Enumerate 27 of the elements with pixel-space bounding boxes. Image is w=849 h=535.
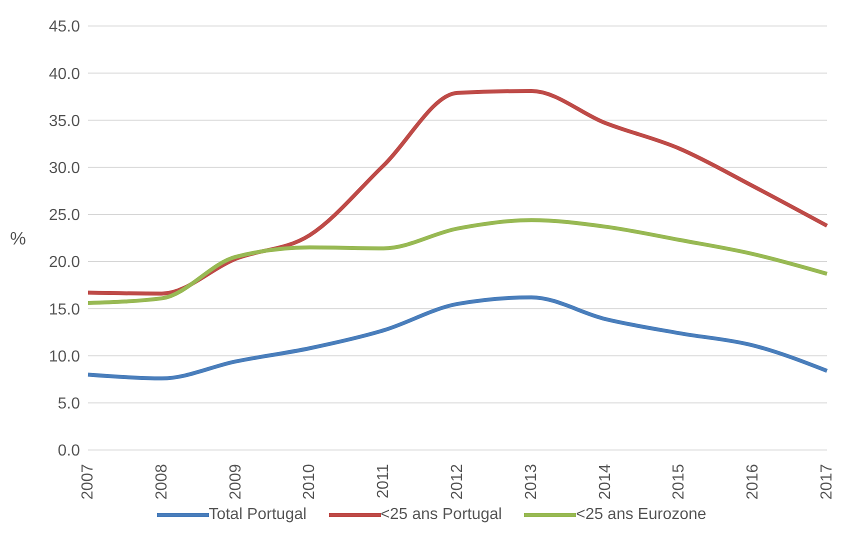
legend-label: <25 ans Eurozone	[576, 506, 706, 524]
y-tick-label: 15.0	[48, 301, 80, 318]
y-tick-label: 25.0	[48, 207, 80, 224]
y-tick-label: 5.0	[58, 396, 80, 413]
y-tick-label: 40.0	[48, 66, 80, 83]
line-series	[86, 295, 829, 380]
legend-label: <25 ans Portugal	[380, 506, 502, 524]
x-tick-label: 2012	[449, 464, 466, 500]
x-tick-label: 2017	[818, 464, 836, 500]
x-tick-label: 2008	[153, 464, 170, 500]
y-tick-label: 35.0	[48, 112, 80, 130]
x-tick-label: 2007	[80, 464, 96, 500]
y-tick-label: 20.0	[48, 254, 80, 272]
y-tick-label: 10.0	[48, 348, 80, 366]
x-tick-label: 2015	[670, 464, 688, 500]
legend-label: Total Portugal	[208, 506, 307, 524]
x-tick-label: 2013	[522, 464, 540, 500]
x-tick-label: 2011	[375, 464, 392, 498]
x-tick-label: 2010	[301, 464, 318, 500]
x-tick-label: 2014	[596, 464, 614, 500]
x-tick-label: 2016	[744, 464, 762, 500]
y-tick-label: 30.0	[48, 160, 80, 178]
line-series	[86, 218, 829, 306]
y-tick-label: 45.0	[48, 18, 80, 36]
y-tick-label: 0.0	[58, 442, 80, 460]
y-axis-title: %	[10, 228, 26, 248]
x-tick-label: 2009	[227, 464, 244, 500]
